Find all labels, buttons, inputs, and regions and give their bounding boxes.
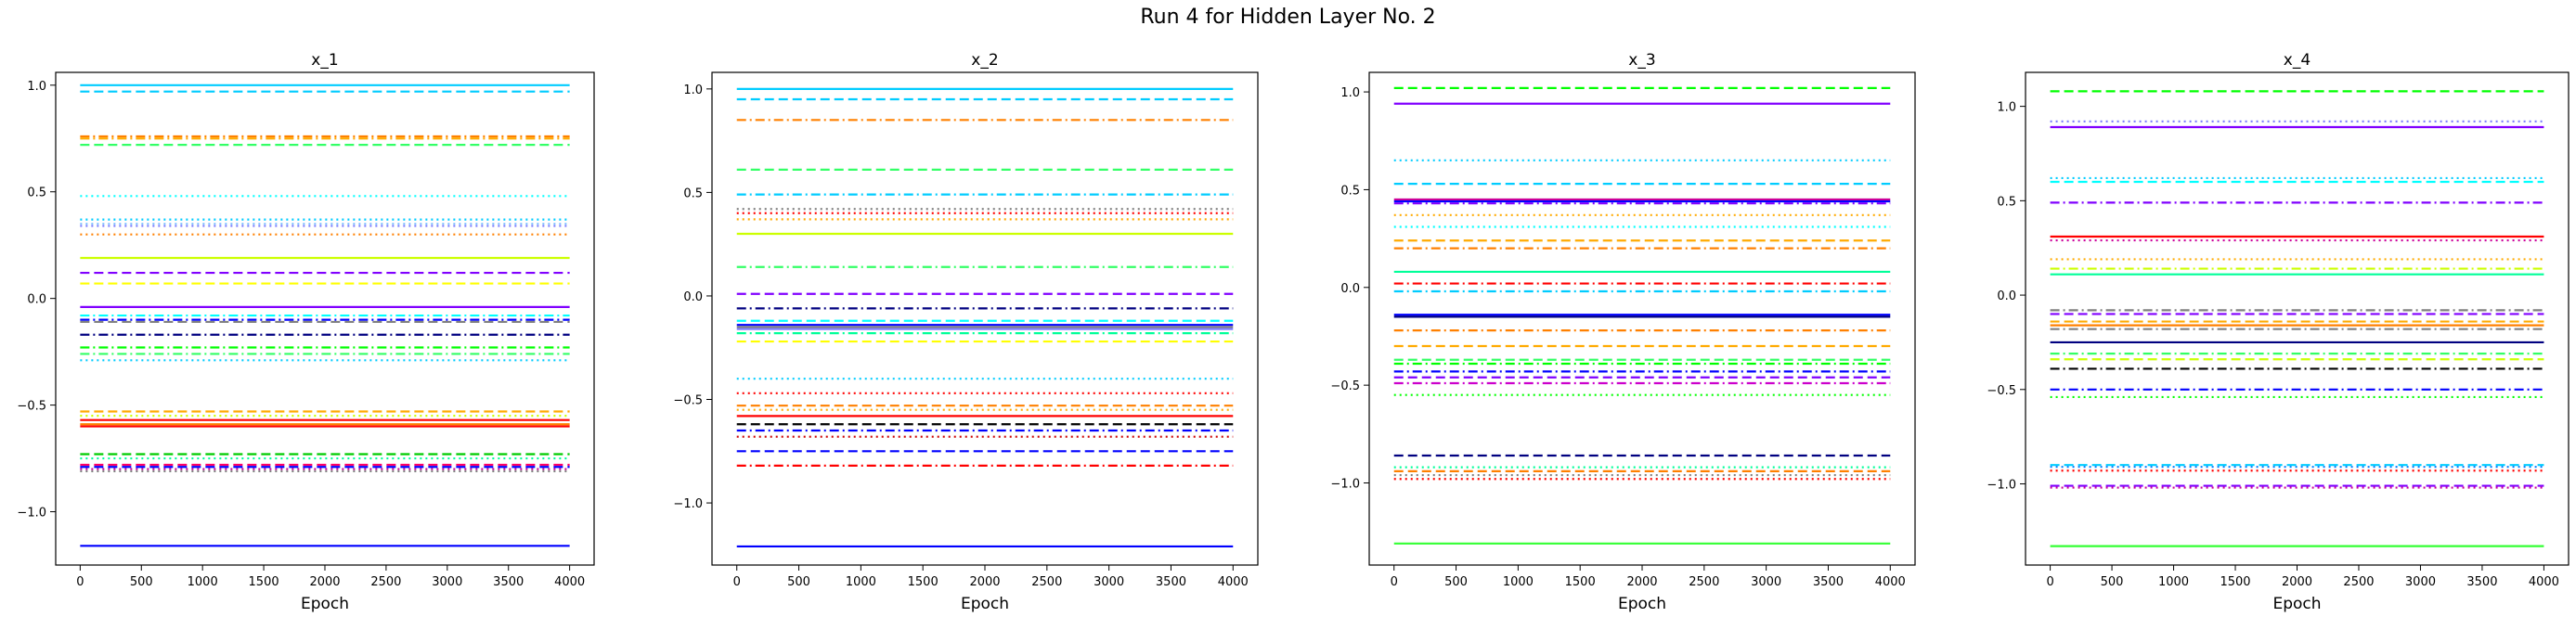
- y-tick-label: 0.0: [683, 290, 703, 304]
- axes-frame: [711, 71, 1259, 566]
- y-tick-label: 1.0: [27, 80, 46, 94]
- y-tick-label: −1.0: [1330, 478, 1360, 492]
- x-tick-label: 2000: [2282, 575, 2312, 589]
- series-group: [80, 84, 570, 547]
- y-tick-label: −0.5: [673, 394, 703, 408]
- x-tick-label: 1500: [249, 575, 279, 589]
- y-tick-label: 1.0: [1997, 101, 2016, 115]
- subplot-title: x_4: [2284, 51, 2311, 70]
- y-tick-label: 0.0: [1340, 282, 1360, 296]
- x-tick-label: 500: [130, 575, 153, 589]
- x-tick-label: 2500: [1689, 575, 1719, 589]
- y-tick-label: 0.5: [683, 186, 703, 200]
- y-tick-label: 0.0: [27, 293, 46, 307]
- x-tick-label: 0: [1391, 575, 1398, 589]
- axes-frame: [2025, 71, 2570, 566]
- x-axis-label: Epoch: [1618, 595, 1666, 613]
- y-tick-label: −1.0: [673, 497, 703, 511]
- y-tick-label: 1.0: [683, 84, 703, 97]
- y-tick-label: 0.0: [1997, 289, 2016, 303]
- subplot-3: x_3 0 500 1000 1500 2000 2500 3000 3500 4000 1.0 0.…: [1330, 51, 1916, 613]
- y-tick-label: 0.5: [1997, 195, 2016, 209]
- x-tick-label: 3500: [2466, 575, 2497, 589]
- y-tick-label: −1.0: [17, 507, 46, 521]
- x-tick-label: 4000: [2529, 575, 2559, 589]
- x-tick-label: 1500: [2220, 575, 2250, 589]
- x-tick-label: 3000: [432, 575, 462, 589]
- x-tick-label: 1000: [2158, 575, 2189, 589]
- x-axis-label: Epoch: [961, 595, 1009, 613]
- x-tick-label: 0: [733, 575, 741, 589]
- subplot-4: x_4 0 500 1000 1500 2000 2500 3000 3500 4000 1.0 0.…: [1987, 51, 2570, 613]
- y-tick-label: −1.0: [1987, 479, 2016, 493]
- x-tick-label: 1000: [1503, 575, 1534, 589]
- y-tick-label: 1.0: [1340, 86, 1360, 100]
- x-tick-label: 500: [1444, 575, 1468, 589]
- x-tick-label: 2500: [1031, 575, 1062, 589]
- x-tick-label: 4000: [554, 575, 585, 589]
- x-tick-label: 1500: [908, 575, 938, 589]
- subplot-1: x_1 0 500 1000 1500 2000 2500 3000 3500 4000 1.0 0.…: [17, 51, 595, 613]
- x-tick-label: 2000: [969, 575, 1000, 589]
- axes-frame: [55, 71, 595, 566]
- x-tick-label: 4000: [1875, 575, 1906, 589]
- x-tick-label: 1000: [188, 575, 218, 589]
- subplot-2: x_2 0 500 1000 1500 2000 2500 3000 3500 4000 1.0 0.…: [673, 51, 1259, 613]
- x-tick-label: 2500: [370, 575, 401, 589]
- x-tick-label: 3500: [1156, 575, 1186, 589]
- x-tick-label: 1000: [846, 575, 876, 589]
- x-tick-label: 3500: [493, 575, 524, 589]
- x-tick-label: 1500: [1565, 575, 1596, 589]
- x-tick-label: 3000: [1094, 575, 1124, 589]
- x-tick-label: 500: [787, 575, 810, 589]
- x-tick-label: 2000: [309, 575, 340, 589]
- axes-frame: [1368, 71, 1916, 566]
- x-axis-label: Epoch: [2272, 595, 2321, 613]
- series-group: [736, 87, 1234, 548]
- y-tick-label: −0.5: [1330, 379, 1360, 393]
- x-tick-label: 500: [2101, 575, 2124, 589]
- y-tick-label: −0.5: [1987, 384, 2016, 398]
- x-tick-label: 3000: [1751, 575, 1781, 589]
- subplot-title: x_1: [311, 51, 338, 70]
- y-tick-label: 0.5: [27, 186, 46, 200]
- x-tick-label: 2000: [1626, 575, 1657, 589]
- x-axis-label: Epoch: [301, 595, 349, 613]
- x-tick-label: 3500: [1813, 575, 1844, 589]
- subplot-title: x_3: [1628, 51, 1655, 70]
- subplot-title: x_2: [971, 51, 998, 70]
- x-tick-label: 0: [2046, 575, 2053, 589]
- figure-title: Run 4 for Hidden Layer No. 2: [1140, 6, 1436, 29]
- y-tick-label: 0.5: [1340, 184, 1360, 198]
- x-tick-label: 0: [76, 575, 84, 589]
- x-tick-label: 2500: [2343, 575, 2374, 589]
- x-tick-label: 3000: [2405, 575, 2436, 589]
- y-tick-label: −0.5: [17, 400, 46, 414]
- series-group: [2050, 90, 2544, 547]
- series-group: [1393, 86, 1891, 545]
- x-tick-label: 4000: [1218, 575, 1249, 589]
